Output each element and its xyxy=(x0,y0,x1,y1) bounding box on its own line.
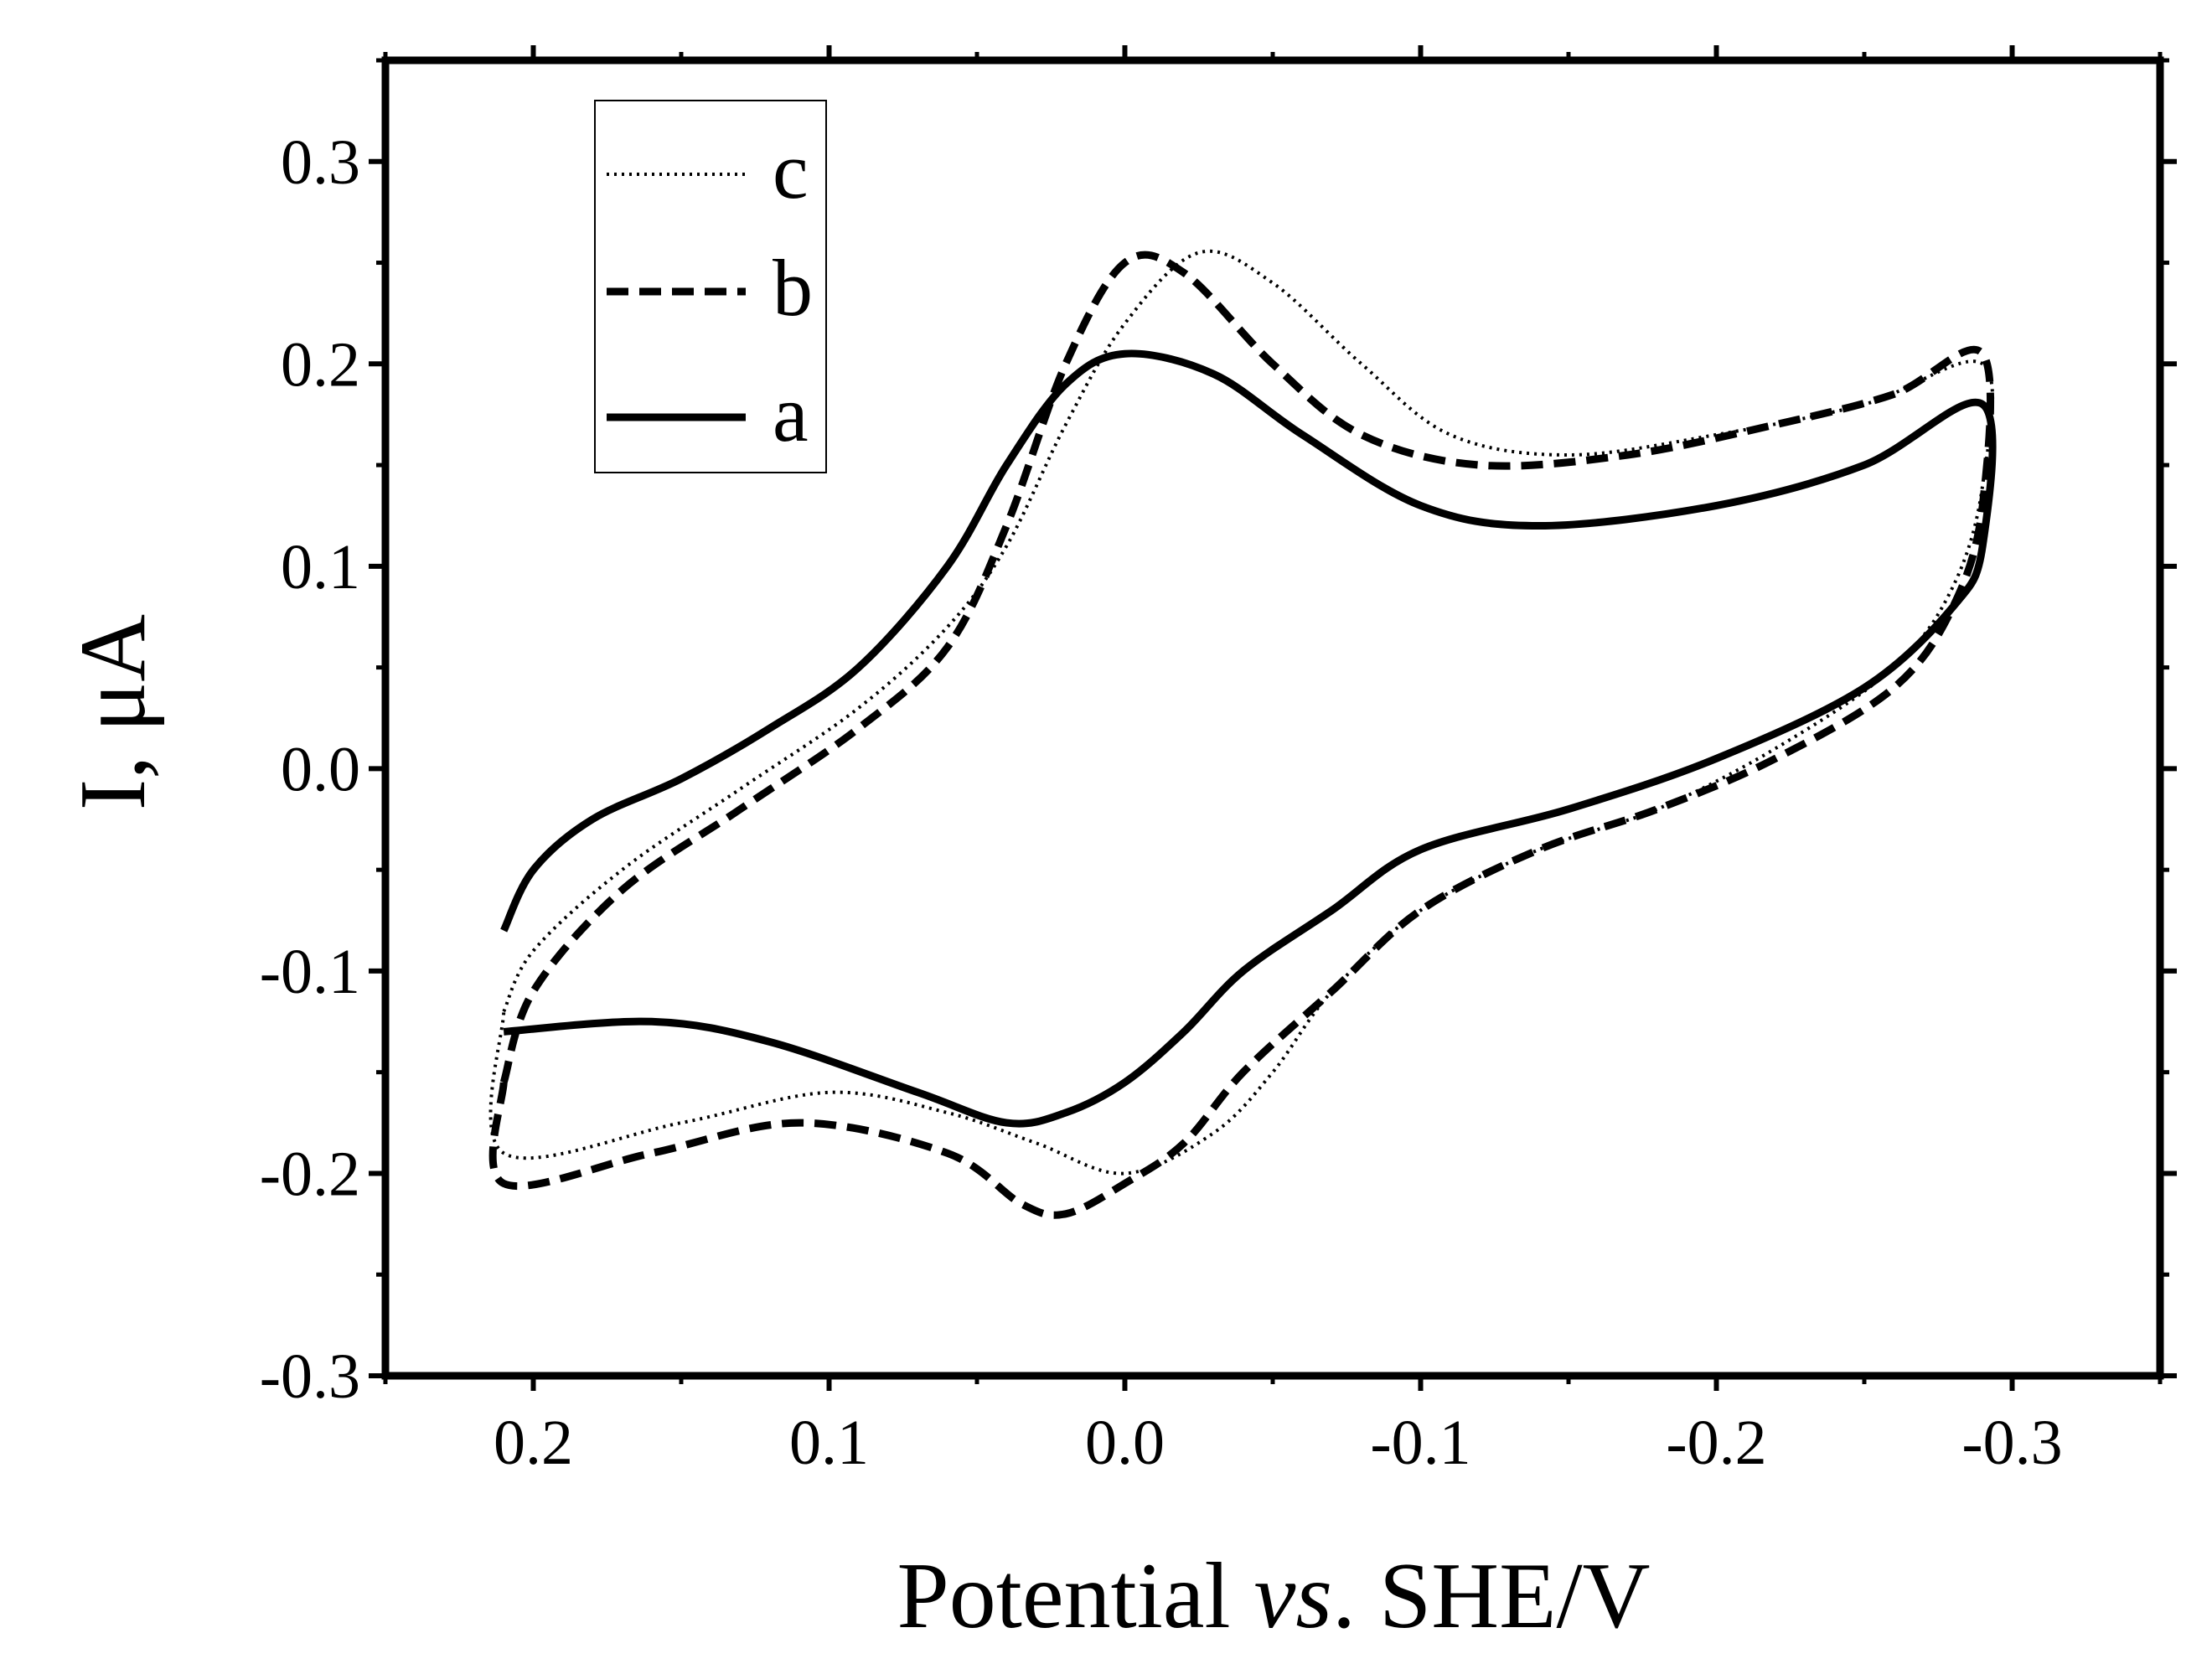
y-tick-label: -0.3 xyxy=(260,1341,360,1412)
x-tick-label: -0.2 xyxy=(1666,1408,1766,1478)
legend-label-c: c xyxy=(773,126,809,215)
x-tick-label: 0.0 xyxy=(1085,1408,1165,1478)
x-axis-title-vs: vs xyxy=(1254,1544,1332,1648)
x-axis-title-part: . SHE/V xyxy=(1332,1544,1651,1648)
legend-box xyxy=(594,100,827,473)
legend: cba xyxy=(594,100,827,473)
y-tick-label: 0.3 xyxy=(281,127,360,198)
series-a-line xyxy=(500,349,1997,1128)
legend-label-b: b xyxy=(773,243,813,333)
x-tick-label: 0.2 xyxy=(494,1408,573,1478)
y-tick-label: -0.2 xyxy=(260,1139,360,1209)
legend-label-a: a xyxy=(773,369,809,458)
x-tick-label: -0.1 xyxy=(1370,1408,1470,1478)
series-b-line xyxy=(488,251,1994,1219)
plot-curves xyxy=(488,249,1997,1219)
plot-frame xyxy=(381,56,2164,1380)
y-tick-label: -0.1 xyxy=(260,937,360,1007)
x-tick-label: 0.1 xyxy=(789,1408,869,1478)
x-tick-label: -0.3 xyxy=(1961,1408,2062,1478)
x-axis-title: Potential vs. SHE/V xyxy=(897,1544,1650,1648)
y-tick-label: 0.0 xyxy=(281,734,360,804)
y-axis-title: I, μA xyxy=(61,614,165,810)
axis-tick-labels: 0.2 0.1 0.0 -0.1 -0.2 -0.3 0.3 0.2 0.1 0.0 -0.1 -0.… xyxy=(260,127,2063,1478)
y-tick-label: 0.1 xyxy=(281,532,360,602)
y-tick-label: 0.2 xyxy=(281,329,360,400)
x-axis-title-part: Potential xyxy=(897,1544,1253,1648)
